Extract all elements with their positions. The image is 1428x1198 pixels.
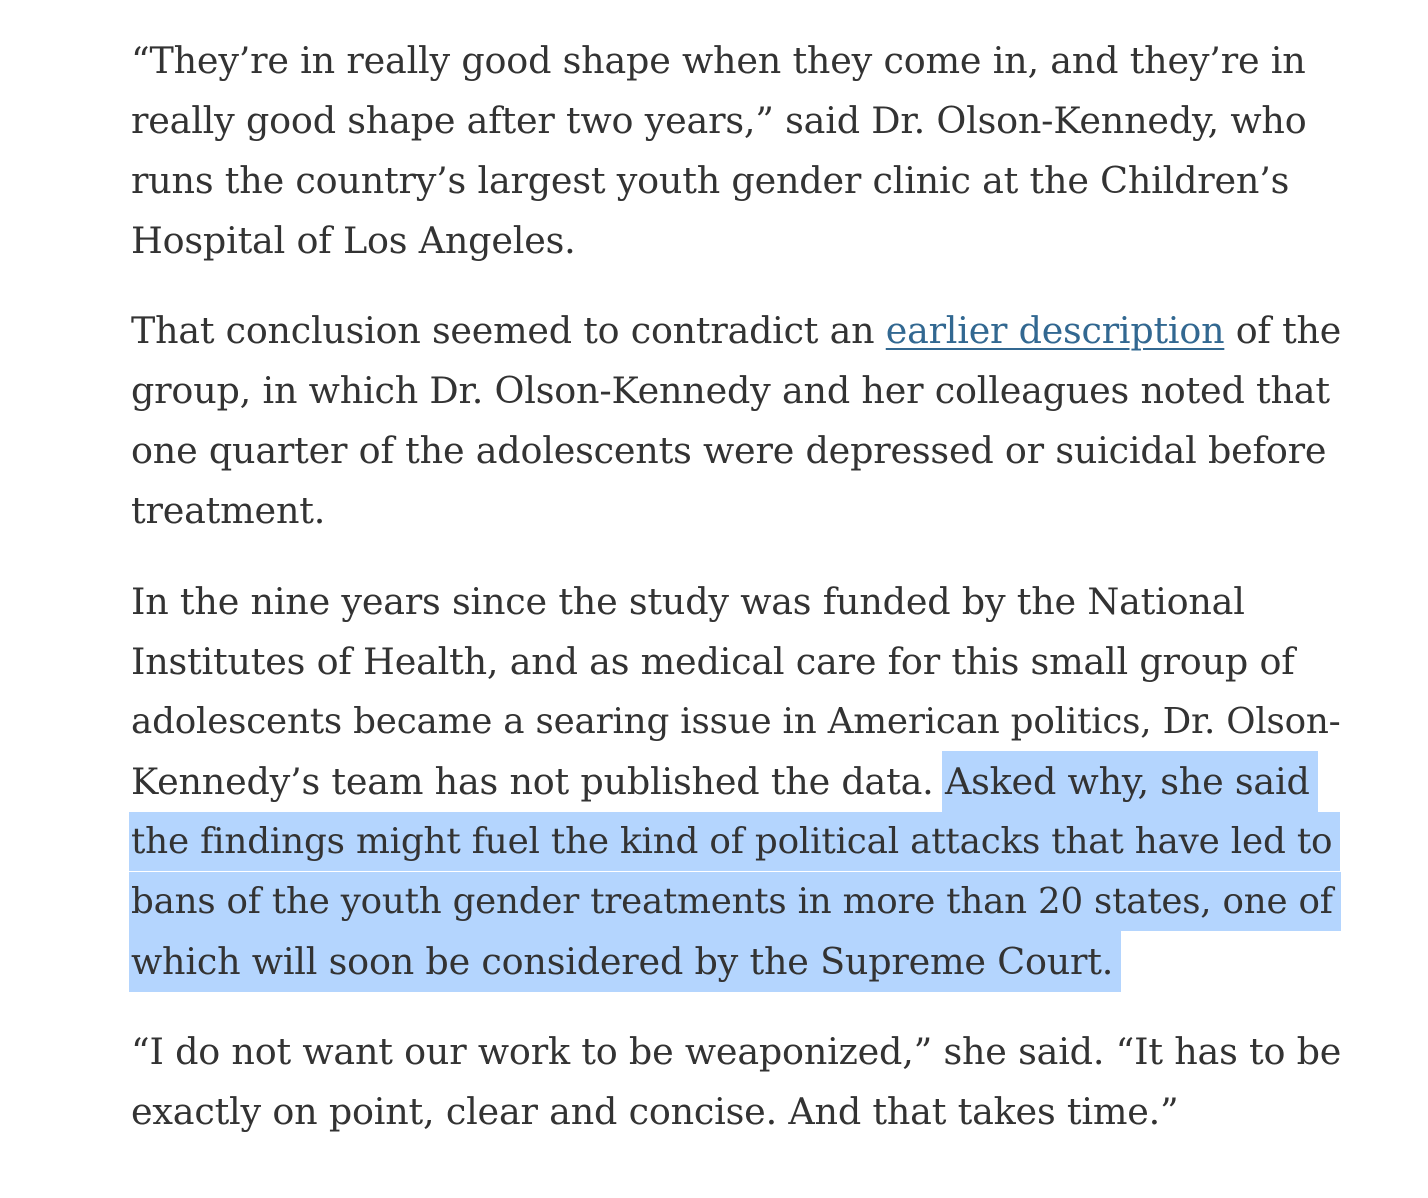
paragraph-line: bans of the youth gender treatments in m… bbox=[129, 872, 1341, 932]
paragraph-line: treatment. bbox=[131, 489, 326, 532]
paragraph-line: exactly on point, clear and concise. And… bbox=[131, 1090, 1179, 1133]
paragraph-line: Institutes of Health, and as medical car… bbox=[131, 640, 1295, 683]
selected-text[interactable]: which will soon be considered by the Sup… bbox=[129, 931, 1122, 992]
selected-text[interactable]: bans of the youth gender treatments in m… bbox=[129, 872, 1341, 931]
selected-text[interactable]: the findings might fuel the kind of poli… bbox=[129, 812, 1341, 871]
paragraph-line: adolescents became a searing issue in Am… bbox=[131, 701, 1341, 742]
paragraph-line: “They’re in really good shape when they … bbox=[131, 39, 1306, 82]
paragraph-line: one quarter of the adolescents were depr… bbox=[131, 429, 1327, 472]
line-text: Kennedy’s team has not published the dat… bbox=[131, 760, 945, 803]
paragraph-line: group, in which Dr. Olson-Kennedy and he… bbox=[131, 369, 1330, 412]
paragraph-line: That conclusion seemed to contradict an … bbox=[131, 301, 1341, 361]
line-text: That conclusion seemed to contradict an bbox=[131, 309, 886, 352]
paragraph-weaponized-quote: “I do not want our work to be weaponized… bbox=[131, 1022, 1341, 1142]
paragraph-line: which will soon be considered by the Sup… bbox=[129, 931, 1341, 992]
line-text: of the bbox=[1224, 309, 1342, 352]
paragraph-quote-good-shape: “They’re in really good shape when they … bbox=[131, 31, 1341, 271]
paragraph-line: Hospital of Los Angeles. bbox=[131, 219, 576, 262]
selected-text[interactable]: Asked why, she said bbox=[941, 751, 1318, 812]
paragraph-line: In the nine years since the study was fu… bbox=[131, 580, 1245, 623]
paragraph-conclusion: That conclusion seemed to contradict an … bbox=[131, 301, 1341, 541]
paragraph-line: runs the country’s largest youth gender … bbox=[131, 159, 1290, 202]
paragraph-line: Kennedy’s team has not published the dat… bbox=[131, 751, 1341, 812]
paragraph-line: “I do not want our work to be weaponized… bbox=[131, 1030, 1342, 1073]
paragraph-line: really good shape after two years,” said… bbox=[131, 99, 1307, 142]
paragraph-nine-years: In the nine years since the study was fu… bbox=[129, 572, 1341, 992]
earlier-description-link[interactable]: earlier description bbox=[885, 309, 1225, 352]
paragraph-line: the findings might fuel the kind of poli… bbox=[129, 812, 1341, 872]
